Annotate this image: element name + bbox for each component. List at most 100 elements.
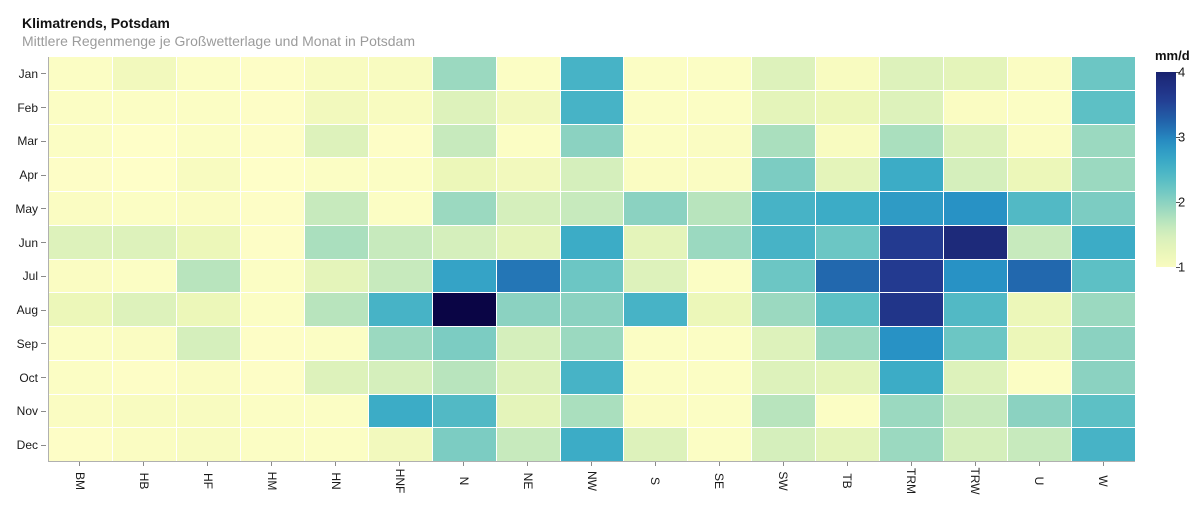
heatmap-cell xyxy=(368,428,432,461)
heatmap-cell xyxy=(112,124,176,158)
chart-subtitle: Mittlere Regenmenge je Großwetterlage un… xyxy=(22,33,415,49)
heatmap-cell xyxy=(432,394,496,428)
y-axis-tick xyxy=(41,174,46,176)
x-axis-tick xyxy=(910,462,912,466)
heatmap-cell xyxy=(752,124,816,158)
heatmap-cell xyxy=(752,293,816,326)
heatmap-cell xyxy=(432,293,496,326)
heatmap-cell xyxy=(880,360,944,394)
heatmap-cell xyxy=(880,327,944,360)
heatmap-grid xyxy=(49,57,1135,461)
heatmap-cell xyxy=(368,124,432,158)
heatmap-cell xyxy=(176,293,240,326)
heatmap-cell xyxy=(944,57,1008,90)
heatmap-cell xyxy=(944,360,1008,394)
heatmap-cell xyxy=(944,259,1008,293)
y-axis-label: Mar xyxy=(17,134,38,149)
x-axis-tick xyxy=(207,462,209,466)
legend-tick-mark xyxy=(1176,201,1180,203)
heatmap-cell xyxy=(304,293,368,326)
heatmap-cell xyxy=(560,259,624,293)
legend-tick-label: 2 xyxy=(1178,194,1186,210)
heatmap-cell xyxy=(1008,293,1072,326)
x-axis-tick xyxy=(718,462,720,466)
y-axis-tick xyxy=(41,242,46,244)
x-axis-label: S xyxy=(648,476,663,486)
heatmap-cell xyxy=(432,225,496,259)
heatmap-cell xyxy=(496,394,560,428)
heatmap-cell xyxy=(624,57,688,90)
heatmap-cell xyxy=(368,327,432,360)
heatmap-cell xyxy=(240,259,304,293)
heatmap-cell xyxy=(49,225,112,259)
heatmap-cell xyxy=(688,124,752,158)
heatmap-cell xyxy=(240,293,304,326)
heatmap-cell xyxy=(368,192,432,225)
heatmap-cell xyxy=(880,90,944,124)
heatmap-cell xyxy=(944,225,1008,259)
heatmap-cell xyxy=(368,57,432,90)
heatmap-cell xyxy=(560,360,624,394)
y-axis-label: Feb xyxy=(17,100,38,115)
heatmap-cell xyxy=(368,360,432,394)
heatmap-cell xyxy=(944,394,1008,428)
heatmap-cell xyxy=(560,293,624,326)
heatmap-cell xyxy=(1008,90,1072,124)
y-axis-tick xyxy=(41,107,46,109)
heatmap-cell xyxy=(624,428,688,461)
x-axis-label: NE xyxy=(520,472,535,490)
heatmap-cell xyxy=(1008,327,1072,360)
heatmap-cell xyxy=(112,57,176,90)
y-axis-label: Apr xyxy=(19,168,38,183)
heatmap-cell xyxy=(560,57,624,90)
heatmap-cell xyxy=(304,259,368,293)
heatmap-cell xyxy=(816,394,880,428)
heatmap-cell xyxy=(432,192,496,225)
heatmap-cell xyxy=(880,158,944,191)
heatmap-cell xyxy=(240,158,304,191)
x-axis-label: SW xyxy=(776,471,791,491)
y-axis-label: May xyxy=(15,201,38,216)
y-axis-label: Dec xyxy=(16,438,38,453)
heatmap-cell xyxy=(1008,225,1072,259)
heatmap-cell xyxy=(496,158,560,191)
legend-title: mm/d xyxy=(1155,48,1190,63)
x-axis-tick xyxy=(846,462,848,466)
heatmap-cell xyxy=(49,428,112,461)
heatmap-cell xyxy=(816,124,880,158)
y-axis-label: Oct xyxy=(19,370,38,385)
heatmap-cell xyxy=(240,394,304,428)
heatmap-cell xyxy=(49,360,112,394)
heatmap-cell xyxy=(176,158,240,191)
heatmap-cell xyxy=(1072,327,1135,360)
heatmap-cell xyxy=(176,327,240,360)
heatmap-cell xyxy=(240,327,304,360)
heatmap-cell xyxy=(752,360,816,394)
x-axis-label: BM xyxy=(72,472,87,490)
heatmap-plot-area xyxy=(48,57,1135,462)
heatmap-cell xyxy=(624,360,688,394)
heatmap-cell xyxy=(240,192,304,225)
heatmap-cell xyxy=(944,192,1008,225)
heatmap-cell xyxy=(176,192,240,225)
heatmap-cell xyxy=(49,158,112,191)
chart-title: Klimatrends, Potsdam xyxy=(22,15,170,31)
heatmap-cell xyxy=(624,158,688,191)
heatmap-cell xyxy=(944,124,1008,158)
x-axis-label: HNF xyxy=(392,468,407,494)
heatmap-cell xyxy=(1072,192,1135,225)
heatmap-cell xyxy=(880,124,944,158)
heatmap-cell xyxy=(944,428,1008,461)
x-axis-label: HM xyxy=(264,471,279,491)
heatmap-cell xyxy=(304,192,368,225)
heatmap-cell xyxy=(304,158,368,191)
y-axis-tick xyxy=(41,444,46,446)
heatmap-cell xyxy=(112,225,176,259)
heatmap-cell xyxy=(688,158,752,191)
heatmap-cell xyxy=(1072,259,1135,293)
x-axis-tick xyxy=(335,462,337,466)
y-axis-label: Jul xyxy=(22,269,38,284)
heatmap-cell xyxy=(49,57,112,90)
heatmap-cell xyxy=(368,259,432,293)
heatmap-cell xyxy=(560,192,624,225)
